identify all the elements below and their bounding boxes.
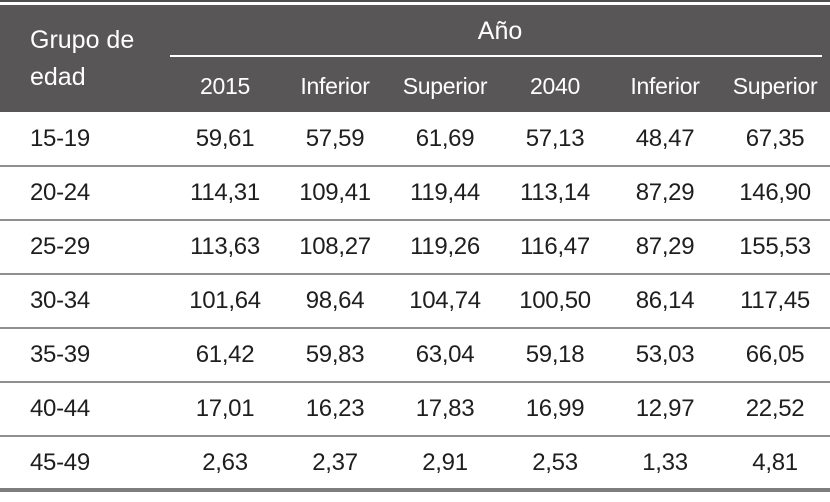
value-cell: 17,01 <box>195 395 255 422</box>
value-cell: 2,37 <box>312 448 358 476</box>
value-cell: 53,03 <box>635 341 695 368</box>
group-header-underline <box>170 55 823 57</box>
value-cell: 67,35 <box>745 124 805 152</box>
value-cell: 119,44 <box>410 179 480 206</box>
value-cell: 87,29 <box>635 233 695 260</box>
table-row: 30-34 101,64 98,64 104,74 100,50 86,14 117,45 <box>0 274 830 328</box>
value-cell: 2,91 <box>422 448 468 476</box>
value-cell: 22,52 <box>745 395 805 422</box>
value-cell: 59,18 <box>525 341 585 368</box>
table-header: Grupo de edad Año 2015 Inferior Superior 20… <box>0 5 830 112</box>
column-header-4: Inferior <box>610 57 720 112</box>
table-row: 15-19 59,61 57,59 61,69 57,13 48,47 67,35 <box>0 112 830 166</box>
value-cell: 16,99 <box>525 395 585 422</box>
value-cell: 63,04 <box>415 341 475 368</box>
value-cell: 109,41 <box>299 179 371 206</box>
table-row: 20-24 114,31 109,41 119,44 113,14 87,29 146,90 <box>0 166 830 220</box>
value-cell: 98,64 <box>305 287 365 314</box>
value-cell: 114,31 <box>190 179 260 206</box>
age-group-label: 40-44 <box>30 395 90 422</box>
column-header-2: Superior <box>390 57 500 112</box>
row-header-title: Grupo de edad <box>0 5 170 112</box>
value-cell: 2,53 <box>532 448 578 476</box>
value-cell: 1,33 <box>642 448 688 476</box>
value-cell: 48,47 <box>635 124 695 152</box>
table-body: 15-19 59,61 57,59 61,69 57,13 48,47 67,35 20-24… <box>0 112 830 490</box>
value-cell: 104,74 <box>409 287 481 314</box>
value-cell: 4,81 <box>752 448 798 476</box>
table-row: 25-29 113,63 108,27 119,26 116,47 87,29 155,53 <box>0 220 830 274</box>
column-header-0: 2015 <box>170 57 280 112</box>
value-cell: 100,50 <box>519 287 591 314</box>
value-cell: 66,05 <box>745 341 805 368</box>
column-header-1: Inferior <box>280 57 390 112</box>
value-cell: 113,14 <box>520 179 590 206</box>
age-group-label: 35-39 <box>30 341 90 368</box>
table-row: 45-49 2,63 2,37 2,91 2,53 1,33 4,81 <box>0 436 830 490</box>
value-cell: 2,63 <box>202 448 248 476</box>
age-group-label: 15-19 <box>30 124 90 152</box>
value-cell: 117,45 <box>740 287 810 314</box>
group-header-cell: Año <box>170 5 830 57</box>
table-row: 35-39 61,42 59,83 63,04 59,18 53,03 66,05 <box>0 328 830 382</box>
value-cell: 101,64 <box>189 287 261 314</box>
value-cell: 155,53 <box>739 233 811 260</box>
value-cell: 61,69 <box>415 124 475 152</box>
value-cell: 113,63 <box>190 233 260 260</box>
age-group-label: 20-24 <box>30 179 90 206</box>
group-header-row: Grupo de edad Año <box>0 5 830 112</box>
column-header-5: Superior <box>720 57 830 112</box>
value-cell: 87,29 <box>635 179 695 206</box>
value-cell: 61,42 <box>195 341 255 368</box>
column-header-row: 2015 Inferior Superior 2040 Inferior Superior <box>0 57 830 112</box>
value-cell: 17,83 <box>415 395 475 422</box>
value-cell: 12,97 <box>635 395 695 422</box>
value-cell: 59,61 <box>195 124 255 152</box>
value-cell: 146,90 <box>739 179 811 206</box>
age-group-label: 45-49 <box>30 448 90 476</box>
age-group-label: 25-29 <box>30 233 90 260</box>
value-cell: 86,14 <box>635 287 695 314</box>
value-cell: 108,27 <box>299 233 371 260</box>
value-cell: 116,47 <box>520 233 590 260</box>
value-cell: 16,23 <box>305 395 365 422</box>
group-header-label: Año <box>477 16 523 45</box>
age-group-label: 30-34 <box>30 287 90 314</box>
value-cell: 57,59 <box>305 124 365 152</box>
column-header-3: 2040 <box>500 57 610 112</box>
table-row: 40-44 17,01 16,23 17,83 16,99 12,97 22,52 <box>0 382 830 436</box>
table-top-rule <box>0 0 830 2</box>
value-cell: 59,83 <box>305 341 365 368</box>
value-cell: 57,13 <box>525 124 585 152</box>
age-group-data-table: Grupo de edad Año 2015 Inferior Superior 20… <box>0 5 830 492</box>
value-cell: 119,26 <box>410 233 480 260</box>
